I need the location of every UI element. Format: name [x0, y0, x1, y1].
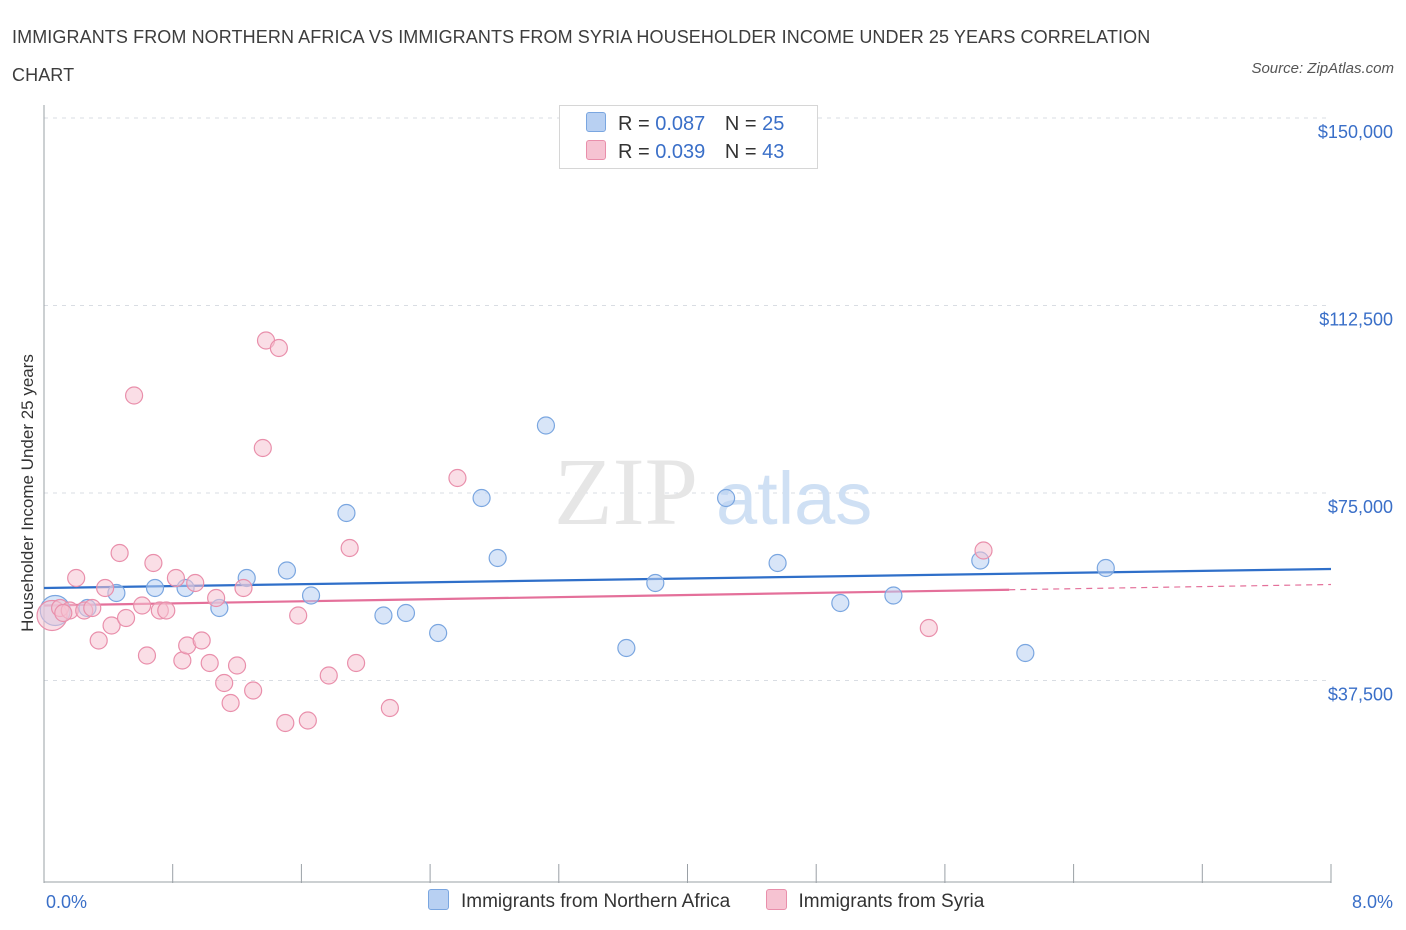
- data-point-pink: [144, 553, 163, 573]
- data-point-pink: [340, 538, 359, 558]
- data-point-blue: [337, 503, 356, 523]
- trend-line-blue: [43, 567, 1332, 590]
- data-point-pink: [234, 578, 253, 598]
- data-point-pink: [186, 573, 205, 593]
- data-point-blue: [536, 416, 556, 435]
- data-point-blue: [429, 623, 448, 643]
- data-point-blue: [374, 606, 393, 625]
- gridlines: [44, 117, 1331, 681]
- data-point-pink: [166, 568, 186, 588]
- data-point-pink: [137, 646, 157, 665]
- legend-swatch-pink: [586, 140, 606, 160]
- data-point-pink: [380, 698, 399, 718]
- data-point-pink: [221, 693, 240, 713]
- legend-n-value: 25: [762, 113, 785, 135]
- data-point-blue: [145, 578, 165, 598]
- trend-line-extension-pink: [1009, 583, 1332, 591]
- data-point-pink: [116, 608, 136, 628]
- legend-r-label: R =: [618, 113, 650, 135]
- data-point-pink: [215, 673, 234, 693]
- y-tick-label: $75,000: [1328, 497, 1393, 517]
- legend-r-value: 0.087: [655, 113, 706, 135]
- chart-title: IMMIGRANTS FROM NORTHERN AFRICA VS IMMIG…: [12, 27, 1151, 85]
- data-point-pink: [102, 616, 121, 635]
- data-point-pink: [96, 578, 115, 598]
- data-point-pink: [200, 653, 219, 673]
- data-point-pink: [124, 386, 144, 405]
- data-point-pink: [346, 653, 366, 673]
- legend-row-northern-africa: R = 0.087 N = 25: [586, 112, 784, 136]
- series-legend-northern-africa: Immigrants from Northern Africa: [428, 889, 730, 913]
- data-point-blue: [768, 553, 787, 573]
- series-swatch-pink: [765, 889, 787, 910]
- series-label-northern-africa: Immigrants from Northern Africa: [461, 891, 731, 912]
- trend-lines: [43, 567, 1332, 607]
- data-point-blue: [884, 586, 903, 605]
- data-point-pink: [448, 468, 467, 488]
- data-point-blue: [617, 638, 636, 658]
- data-point-pink: [192, 631, 211, 650]
- data-point-pink: [974, 541, 993, 560]
- data-point-blue: [1096, 558, 1115, 578]
- data-point-pink: [289, 606, 308, 625]
- axes: [43, 105, 1332, 883]
- data-points: [36, 331, 1115, 733]
- data-point-pink: [54, 603, 73, 623]
- data-point-blue: [472, 488, 491, 508]
- data-point-pink: [157, 601, 176, 620]
- data-point-pink: [919, 618, 938, 638]
- legend-n-value: 43: [762, 141, 785, 163]
- data-point-blue: [1016, 643, 1035, 663]
- legend-swatch-blue: [586, 112, 606, 132]
- data-point-blue: [646, 573, 665, 593]
- y-tick-label: $112,500: [1319, 310, 1393, 330]
- data-point-pink: [319, 666, 338, 685]
- data-point-blue: [717, 488, 736, 508]
- data-point-pink: [227, 656, 247, 675]
- data-point-pink: [276, 713, 295, 733]
- data-point-pink: [89, 631, 108, 650]
- data-point-pink: [133, 596, 152, 615]
- y-tick-label: $150,000: [1318, 122, 1393, 142]
- data-point-pink: [207, 588, 226, 608]
- data-point-pink: [173, 651, 192, 670]
- trend-line-pink: [43, 588, 1010, 607]
- tick-labels: $150,000 $112,500 $75,000 $37,500 0.0% 8.0%: [46, 122, 1393, 912]
- data-point-blue: [488, 548, 507, 568]
- series-label-syria: Immigrants from Syria: [798, 891, 985, 912]
- data-point-pink: [298, 711, 317, 730]
- data-point-blue: [277, 561, 297, 580]
- legend-r-value: 0.039: [655, 141, 706, 163]
- data-point-pink: [83, 598, 102, 618]
- y-axis-label: Householder Income Under 25 years: [18, 354, 37, 632]
- data-point-blue: [831, 593, 850, 613]
- source-credit: Source: ZipAtlas.com: [1251, 60, 1394, 77]
- x-tick-label: 8.0%: [1352, 892, 1393, 912]
- series-legend-syria: Immigrants from Syria: [765, 889, 985, 913]
- data-point-pink: [269, 338, 288, 358]
- legend-n-label: N =: [724, 113, 757, 135]
- legend-r-label: R =: [618, 141, 650, 163]
- series-legend: Immigrants from Northern Africa Immigran…: [428, 889, 1014, 913]
- data-point-blue: [396, 603, 416, 623]
- legend-row-syria: R = 0.039 N = 43: [586, 140, 784, 164]
- watermark-atlas: atlas: [716, 457, 872, 540]
- watermark-zip: ZIP: [554, 438, 698, 545]
- data-point-pink: [110, 543, 129, 563]
- y-tick-label: $37,500: [1328, 685, 1393, 705]
- x-tick-label: 0.0%: [46, 892, 87, 912]
- watermark: ZIP atlas: [554, 438, 872, 545]
- data-point-pink: [244, 681, 263, 700]
- series-swatch-blue: [428, 889, 449, 910]
- data-point-pink: [67, 568, 86, 588]
- data-point-pink: [253, 438, 272, 458]
- correlation-legend: R = 0.087 N = 25 R = 0.039 N = 43: [559, 105, 818, 169]
- data-point-blue: [301, 586, 321, 605]
- legend-n-label: N =: [724, 141, 757, 163]
